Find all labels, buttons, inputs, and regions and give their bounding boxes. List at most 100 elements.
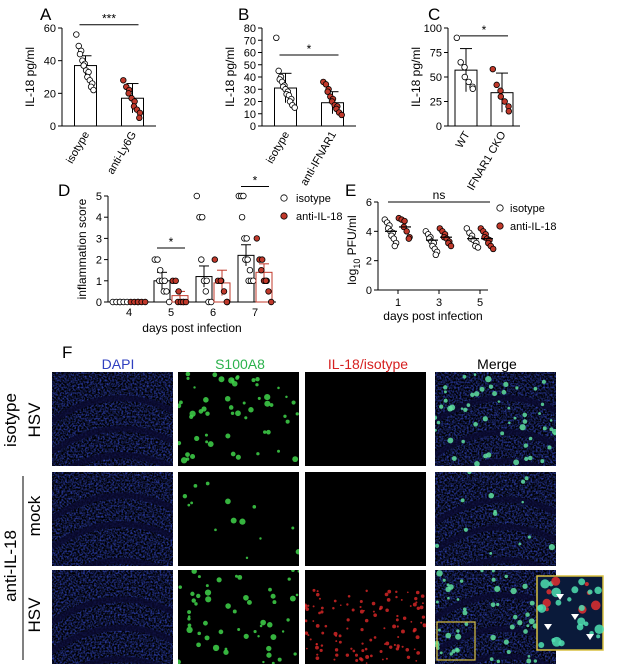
green-cell	[503, 381, 509, 388]
red-signal	[318, 611, 321, 615]
green-cell	[547, 445, 552, 450]
green-cell	[187, 623, 192, 628]
green-cell	[528, 436, 533, 441]
green-cell	[492, 511, 498, 516]
red-signal	[384, 643, 386, 645]
green-cell	[510, 587, 517, 595]
green-cell	[488, 492, 495, 499]
green-cell	[523, 629, 528, 634]
significance-label: ns	[433, 188, 446, 202]
green-cell	[496, 659, 501, 664]
green-cell	[291, 570, 295, 573]
green-cell	[277, 386, 280, 390]
arrowhead-marker	[586, 634, 594, 640]
green-cell	[281, 630, 285, 633]
y-axis-label: inflammation score	[75, 198, 89, 299]
data-point	[338, 111, 345, 119]
green-cell	[225, 603, 231, 609]
green-cell	[295, 593, 299, 597]
tissue-fold	[456, 653, 553, 664]
red-signal	[406, 655, 411, 659]
green-cell	[190, 501, 194, 505]
data-point	[125, 90, 132, 97]
data-point	[490, 245, 497, 253]
micrograph-3-green	[178, 570, 299, 664]
column-label-merge: Merge	[477, 356, 517, 372]
data-point	[76, 50, 84, 58]
tissue-fold	[463, 458, 545, 466]
y-tick-label: 80	[244, 23, 256, 35]
green-cell	[266, 645, 272, 652]
red-signal	[363, 609, 365, 612]
zoom-cell	[578, 604, 585, 611]
red-signal	[307, 634, 310, 637]
green-cell	[519, 424, 526, 431]
green-cell	[197, 575, 201, 579]
y-tick-label: 6	[366, 197, 372, 209]
green-cell	[463, 527, 468, 532]
green-cell	[490, 602, 496, 608]
green-cell	[494, 585, 501, 592]
micrograph-1-green	[178, 372, 299, 466]
red-signal	[413, 648, 416, 651]
green-cell	[295, 549, 299, 555]
green-cell	[524, 456, 529, 462]
significance-label: ***	[102, 12, 116, 26]
x-axis-label: days post infection	[383, 309, 482, 323]
green-cell	[292, 456, 299, 463]
tissue-fold	[52, 521, 173, 550]
red-signal	[421, 615, 426, 619]
row-label-hsv-1: HSV	[25, 402, 44, 438]
red-signal	[385, 657, 388, 660]
data-point	[505, 108, 512, 115]
zoom-cell	[537, 604, 544, 611]
zoom-cell	[567, 597, 572, 602]
green-cell	[235, 376, 239, 380]
green-cell	[464, 622, 469, 626]
chart-d: 0 1 2 3 4 5 inflammation score days post infect…	[75, 173, 342, 335]
green-cell	[234, 574, 238, 578]
red-signal	[415, 601, 418, 604]
red-signal	[305, 619, 308, 623]
red-signal	[309, 638, 312, 641]
x-tick-label: IFNAR1 CKO	[465, 129, 509, 193]
zoom-cell	[551, 638, 556, 643]
green-cell	[194, 602, 198, 606]
micrograph-content	[52, 570, 173, 664]
green-cell	[456, 598, 460, 601]
legend-marker	[280, 194, 288, 202]
green-cell	[189, 414, 194, 419]
y-tick-label: 40	[244, 72, 256, 84]
y-tick-label: 0	[96, 297, 102, 309]
green-cell	[289, 595, 296, 602]
data-point	[243, 235, 250, 242]
tissue-fold	[52, 395, 173, 424]
data-point	[198, 213, 206, 221]
green-cell	[201, 406, 207, 412]
data-point	[403, 228, 410, 235]
red-signal	[381, 658, 384, 661]
green-cell	[230, 411, 235, 416]
data-point	[249, 277, 257, 284]
data-point	[198, 256, 205, 263]
red-signal	[338, 640, 342, 644]
green-cell	[214, 528, 217, 532]
red-signal	[379, 649, 383, 654]
green-cell	[533, 659, 538, 663]
y-tick-label: 0	[436, 121, 442, 133]
group-label-isotype: isotype	[1, 393, 20, 447]
zoom-cell	[540, 579, 550, 589]
red-signal	[332, 606, 335, 610]
green-cell	[187, 617, 191, 621]
green-cell	[460, 498, 465, 503]
green-cell	[187, 503, 191, 507]
red-signal	[318, 597, 321, 600]
green-cell	[548, 544, 555, 551]
data-point	[240, 192, 247, 200]
data-point	[465, 78, 472, 86]
green-cell	[503, 639, 509, 645]
green-cell	[286, 618, 290, 622]
red-signal	[373, 636, 377, 639]
green-cell	[462, 607, 467, 612]
green-cell	[191, 598, 196, 603]
